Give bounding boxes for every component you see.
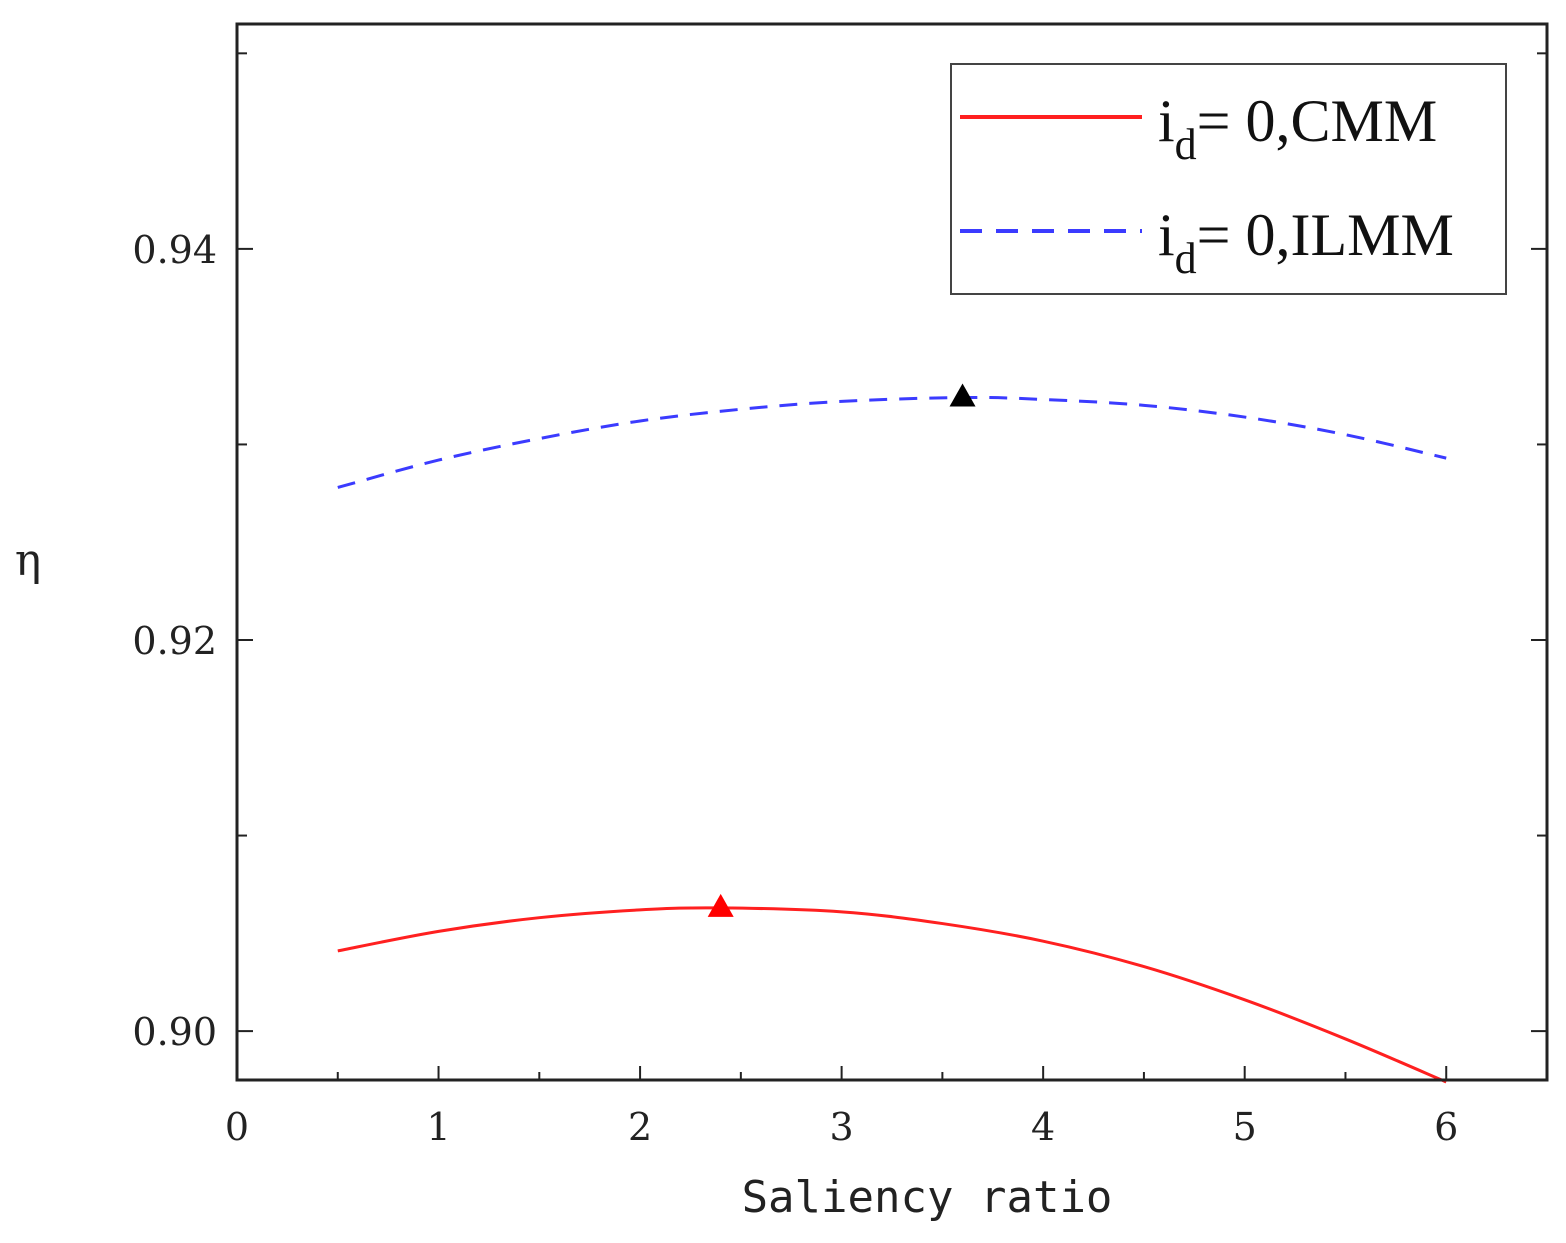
y-tick-label: 0.92 [132,619,217,663]
x-axis-label: Saliency ratio [742,1172,1113,1223]
legend-box [950,63,1507,295]
series-layer [337,395,1447,1084]
legend-ilmm-main: i [1158,202,1175,268]
peak-marker-cmm [707,893,734,917]
plot-frame [235,22,1549,1082]
legend-cmm-rest: = 0,CMM [1197,88,1438,154]
y-tick-label: 0.90 [132,1010,217,1054]
x-tick-label: 1 [426,1105,450,1149]
legend-ilmm-sub: d [1175,234,1197,283]
tick-labels: 0 1 2 3 4 5 6 0.90 0.92 0.94 [132,228,1458,1149]
legend-cmm-main: i [1158,88,1175,154]
series-line-cmm [337,906,1447,1084]
peak-markers [707,383,976,917]
x-tick-label: 3 [830,1105,854,1149]
x-tick-label: 6 [1434,1105,1458,1149]
x-tick-label: 2 [628,1105,652,1149]
x-tick-label: 0 [225,1105,249,1149]
legend-entry-cmm: id= 0,CMM [1158,88,1437,169]
y-axis-label: η [15,535,41,586]
y-tick-label: 0.94 [132,228,217,272]
series-line-ilmm [337,395,1447,489]
legend-entry-ilmm: id= 0,ILMM [1158,202,1454,283]
x-tick-label: 4 [1031,1105,1055,1149]
x-tick-label: 5 [1233,1105,1257,1149]
legend-ilmm-rest: = 0,ILMM [1197,202,1454,268]
legend-cmm-sub: d [1175,120,1197,169]
peak-marker-ilmm [949,383,976,407]
legend: id= 0,CMM id= 0,ILMM [950,63,1507,295]
